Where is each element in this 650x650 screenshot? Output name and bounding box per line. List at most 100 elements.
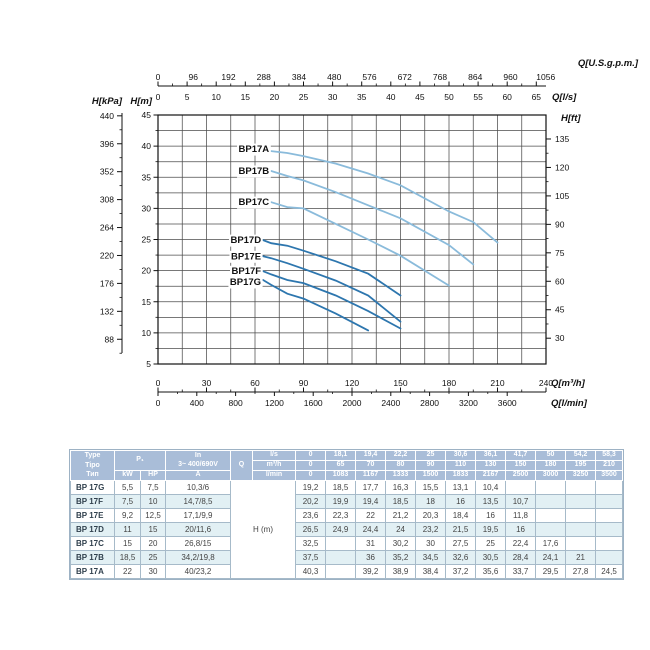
in-amps: 14,7/8,5 (165, 493, 232, 509)
h-value: 19,5 (475, 521, 507, 537)
svg-text:1200: 1200 (265, 398, 284, 408)
h-value: 20,2 (295, 493, 327, 509)
curve-BP17A (270, 150, 499, 244)
in-amps: 40/23,2 (165, 563, 232, 579)
unit-ls: l/s (252, 450, 297, 461)
h-value: 37,2 (445, 563, 477, 579)
h-value: 10,4 (475, 479, 507, 495)
pump-type: BP 17D (70, 521, 115, 537)
svg-text:Q[l/min]: Q[l/min] (551, 398, 588, 409)
h-value (505, 479, 537, 495)
svg-text:1600: 1600 (304, 398, 323, 408)
q-m3h-value: 0 (295, 459, 327, 471)
h-value: 17,6 (535, 535, 567, 551)
pump-row-bp17b: BP 17B 18,5 25 34,2/19,8 37,5 36 35,2 34,5 32,6 3… (70, 549, 624, 565)
q-ls-value: 41,7 (505, 450, 537, 461)
p1-hp: 12,5 (139, 507, 167, 523)
pump-type: BP 17E (70, 507, 115, 523)
h-value: 27,8 (565, 563, 597, 579)
svg-text:15: 15 (142, 297, 152, 307)
svg-text:2400: 2400 (381, 398, 400, 408)
curve-BP17D (262, 239, 402, 297)
h-value (595, 521, 624, 537)
pump-row-bp17d: BP 17D 11 15 20/11,6 26,5 24,9 24,4 24 23,2 21,5 1… (70, 521, 624, 537)
p1-kw: 9,2 (114, 507, 141, 523)
svg-text:768: 768 (433, 72, 447, 82)
h-value (565, 479, 597, 495)
unit-lmin: l/min (252, 469, 297, 481)
h-value: 33,7 (505, 563, 537, 579)
h-value: 13,1 (445, 479, 477, 495)
curve-label-BP17E: BP17E (231, 251, 261, 262)
h-value: 11,8 (505, 507, 537, 523)
q-ls-value: 19,4 (355, 450, 387, 461)
p1-hp: 30 (139, 563, 167, 579)
h-value (565, 521, 597, 537)
q-lmin-value: 3000 (535, 469, 567, 481)
svg-text:192: 192 (221, 72, 235, 82)
unit-kw: kW (114, 469, 141, 481)
h-value: 21 (565, 549, 597, 565)
svg-text:10: 10 (142, 328, 152, 338)
svg-text:20: 20 (270, 92, 280, 102)
h-value: 32,5 (295, 535, 327, 551)
pump-row-bp17a: BP 17A 22 30 40/23,2 40,3 39,2 38,9 38,4 37,2 35,… (70, 563, 624, 579)
svg-text:180: 180 (442, 378, 456, 388)
q-lmin-value: 3250 (565, 469, 597, 481)
svg-text:Q[m³/h]: Q[m³/h] (551, 378, 586, 389)
svg-text:3200: 3200 (459, 398, 478, 408)
svg-text:308: 308 (100, 195, 114, 205)
curve-label-BP17B: BP17B (239, 166, 270, 177)
hq-performance-chart: 0 5 10 15 20 25 30 35 40 45 50 55 60 650 96 192 288 384 48… (92, 58, 639, 409)
h-value: 21,5 (445, 521, 477, 537)
h-value: 30,5 (475, 549, 507, 565)
q-ls-value: 30,6 (445, 450, 477, 461)
pump-row-bp17g: BP 17G 5,5 7,5 10,3/6 H (m) 19,2 18,5 17,7 16,3 1… (70, 479, 624, 579)
svg-text:60: 60 (555, 276, 565, 286)
svg-text:150: 150 (393, 378, 407, 388)
h-value: 18,5 (385, 493, 417, 509)
p1-kw: 22 (114, 563, 141, 579)
h-value: 22,3 (325, 507, 357, 523)
h-value: 32,6 (445, 549, 477, 565)
h-value: 19,9 (325, 493, 357, 509)
svg-text:45: 45 (555, 305, 565, 315)
svg-text:0: 0 (156, 92, 161, 102)
h-value (595, 507, 624, 523)
axis-bottom: 0 30 60 90 120 150 180 210 2400 400 800 1200 1600 200… (156, 378, 588, 409)
pump-type: BP 17B (70, 549, 115, 565)
svg-text:40: 40 (142, 141, 152, 151)
q-lmin-value: 0 (295, 469, 327, 481)
h-value: 24,9 (325, 521, 357, 537)
h-value: 30 (415, 535, 447, 551)
p1-kw: 15 (114, 535, 141, 551)
svg-text:35: 35 (357, 92, 367, 102)
h-value: 23,6 (295, 507, 327, 523)
h-value: 15,5 (415, 479, 447, 495)
h-value: 35,2 (385, 549, 417, 565)
h-value: 18,5 (325, 479, 357, 495)
svg-text:240: 240 (539, 378, 553, 388)
h-value: 13,5 (475, 493, 507, 509)
in-amps: 20/11,6 (165, 521, 232, 537)
h-value (595, 479, 624, 495)
q-ls-value: 36,1 (475, 450, 507, 461)
h-value: 23,2 (415, 521, 447, 537)
h-value: 16 (475, 507, 507, 523)
svg-text:0: 0 (156, 72, 161, 82)
curve-label-BP17A: BP17A (239, 144, 270, 155)
svg-text:50: 50 (444, 92, 454, 102)
svg-text:132: 132 (100, 306, 114, 316)
svg-text:75: 75 (555, 248, 565, 258)
q-ls-value: 25 (415, 450, 447, 461)
q-m3h-value: 210 (595, 459, 624, 471)
h-value: 38,4 (415, 563, 447, 579)
h-value: 24,1 (535, 549, 567, 565)
svg-text:H[m]: H[m] (130, 96, 152, 107)
h-value (325, 535, 357, 551)
svg-text:15: 15 (241, 92, 251, 102)
pump-row-bp17c: BP 17C 15 20 26,8/15 32,5 31 30,2 30 27,5 25 22,4 1… (70, 535, 624, 551)
h-value (595, 549, 624, 565)
h-value: 21,2 (385, 507, 417, 523)
